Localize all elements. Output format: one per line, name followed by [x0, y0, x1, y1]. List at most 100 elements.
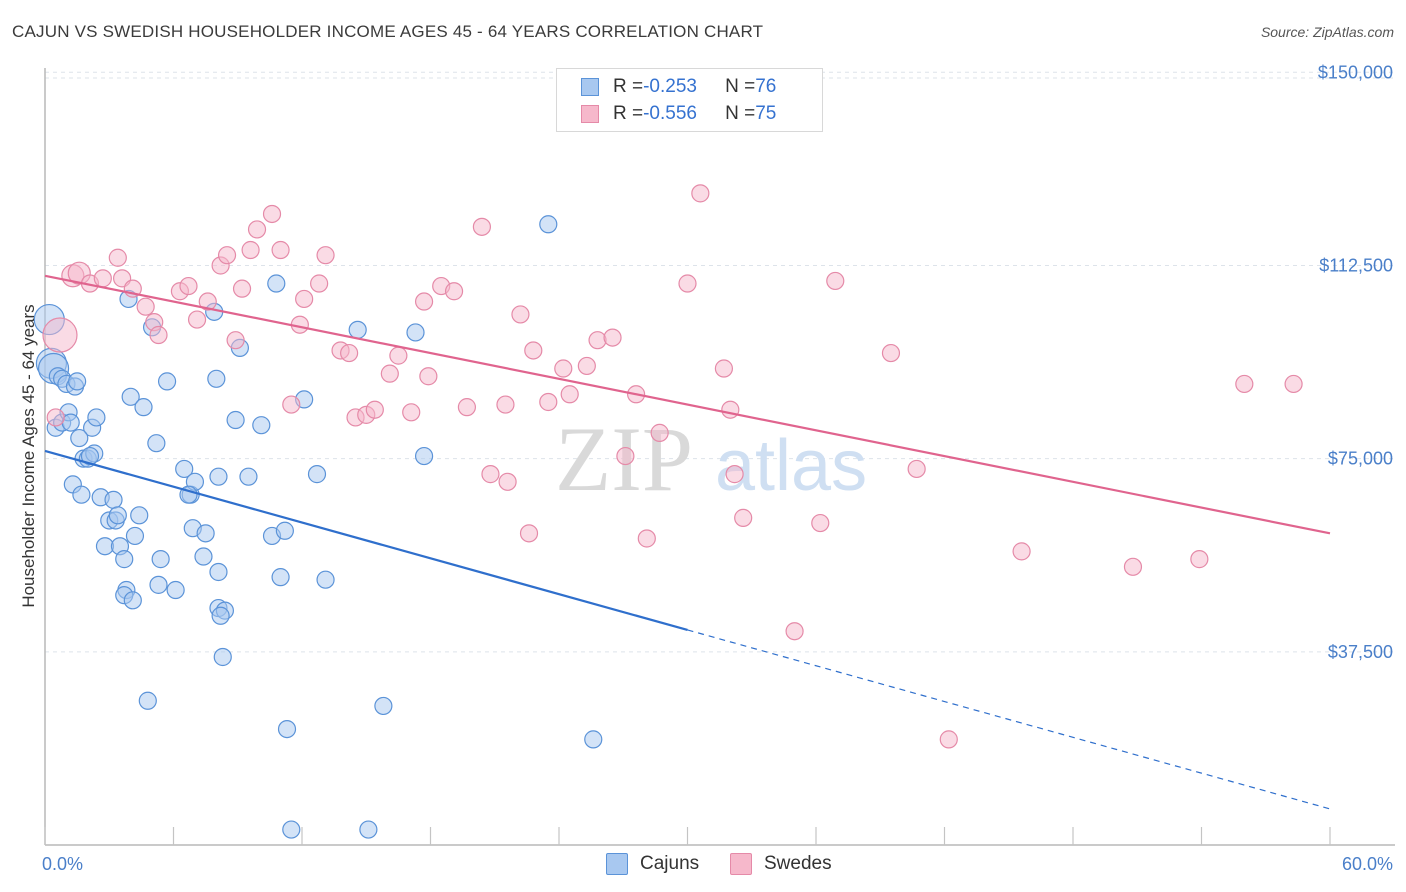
cajun-point [147, 434, 166, 453]
r-label: R = [613, 76, 644, 97]
cajun-point [239, 467, 258, 486]
swede-point [262, 204, 282, 224]
swede-point [539, 392, 558, 412]
swede-point [691, 184, 710, 203]
cajun-point [68, 372, 87, 391]
cajun-point [134, 398, 153, 417]
swede-point [588, 331, 607, 350]
swede-point [714, 359, 734, 378]
axes [44, 68, 1395, 846]
swede-point [725, 465, 744, 484]
cajun-point [277, 719, 297, 739]
cajun-point [157, 372, 177, 391]
y-axis-title: Householder Income Ages 45 - 64 years [19, 304, 38, 607]
swede-point [1190, 550, 1209, 569]
swede-point [316, 246, 335, 265]
cajun-point [316, 570, 335, 589]
x-tick-label: 0.0% [42, 854, 83, 874]
swede-point [603, 328, 622, 347]
swede-point [414, 292, 434, 311]
swede-point [616, 446, 635, 466]
cajun-point [359, 820, 378, 839]
swede-point [560, 385, 579, 404]
n-value: 75 [755, 103, 777, 124]
swede-point [136, 297, 155, 316]
swede-point [247, 220, 267, 239]
swede-point [93, 269, 112, 288]
cajun-point [307, 465, 327, 484]
legend-item-swedes[interactable]: Swedes [730, 852, 832, 876]
swede-point [108, 248, 127, 267]
stats-legend: R = -0.253 N = 76 R = -0.556 N = 75 [556, 68, 823, 132]
source-label: Source: ZipAtlas.com [1260, 24, 1394, 40]
cajun-point [72, 485, 91, 504]
cajun-point [121, 387, 140, 406]
cajun-point [87, 408, 106, 427]
swede-point [389, 346, 408, 365]
x-tick-label: 60.0% [1342, 854, 1393, 874]
swede-point [365, 400, 384, 419]
cajuns-swatch [581, 78, 599, 96]
swede-point [785, 622, 804, 641]
cajun-point [267, 274, 286, 293]
swede-point [1235, 374, 1254, 394]
chart-title: CAJUN VS SWEDISH HOUSEHOLDER INCOME AGES… [12, 22, 764, 41]
swede-point [881, 343, 901, 363]
cajuns-swatch [606, 853, 628, 875]
swede-point [282, 395, 301, 414]
n-label: N = [725, 103, 756, 124]
swede-point [577, 356, 596, 376]
cajun-point [175, 459, 194, 479]
y-tick-label: $37,500 [1328, 642, 1393, 662]
swede-point [1284, 374, 1303, 394]
n-value: 76 [755, 76, 777, 97]
swede-point [496, 395, 515, 414]
cajuns-points [33, 215, 603, 839]
swede-point [457, 398, 477, 417]
r-value: -0.556 [643, 103, 697, 124]
swede-point [42, 317, 78, 353]
legend-row-swedes: R = -0.556 N = 75 [581, 102, 776, 126]
swede-point [232, 279, 252, 298]
legend-label-swedes: Swedes [764, 853, 832, 874]
cajun-point [211, 606, 230, 625]
cajuns-trendline-extension [687, 629, 1331, 810]
legend-row-cajuns: R = -0.253 N = 76 [581, 75, 776, 99]
swede-point [734, 508, 753, 527]
swede-point [380, 364, 399, 383]
cajun-point [252, 416, 271, 435]
swede-point [241, 240, 260, 260]
cajuns-trendline [44, 449, 688, 631]
swede-point [310, 274, 329, 293]
cajun-point [196, 524, 215, 543]
swede-point [511, 305, 530, 324]
swede-point [149, 325, 168, 345]
cajun-point [130, 506, 149, 525]
cajun-point [108, 506, 127, 525]
swede-point [554, 359, 573, 378]
cajun-point [166, 580, 185, 600]
swedes-trendline [44, 274, 1331, 535]
cajun-point [138, 691, 157, 710]
swede-point [637, 529, 656, 548]
cajun-point [207, 369, 226, 388]
cajun-point [209, 467, 228, 486]
cajun-point [374, 696, 393, 716]
swede-point [46, 408, 65, 427]
cajun-point [226, 410, 245, 430]
tick-labels: $37,500 $75,000 $112,500 $150,000 0.0% 60.0% [42, 62, 1393, 874]
swede-point [1123, 557, 1143, 576]
r-label: R = [613, 103, 644, 124]
swedes-swatch [730, 853, 752, 875]
cajun-point [123, 591, 142, 610]
swede-point [811, 513, 830, 533]
swede-point [402, 403, 421, 422]
swede-point [524, 341, 543, 360]
y-tick-label: $112,500 [1319, 255, 1393, 275]
n-label: N = [725, 76, 756, 97]
legend-item-cajuns[interactable]: Cajuns [606, 852, 699, 876]
cajun-point [406, 323, 425, 342]
swede-point [271, 240, 290, 260]
swede-point [217, 246, 237, 265]
